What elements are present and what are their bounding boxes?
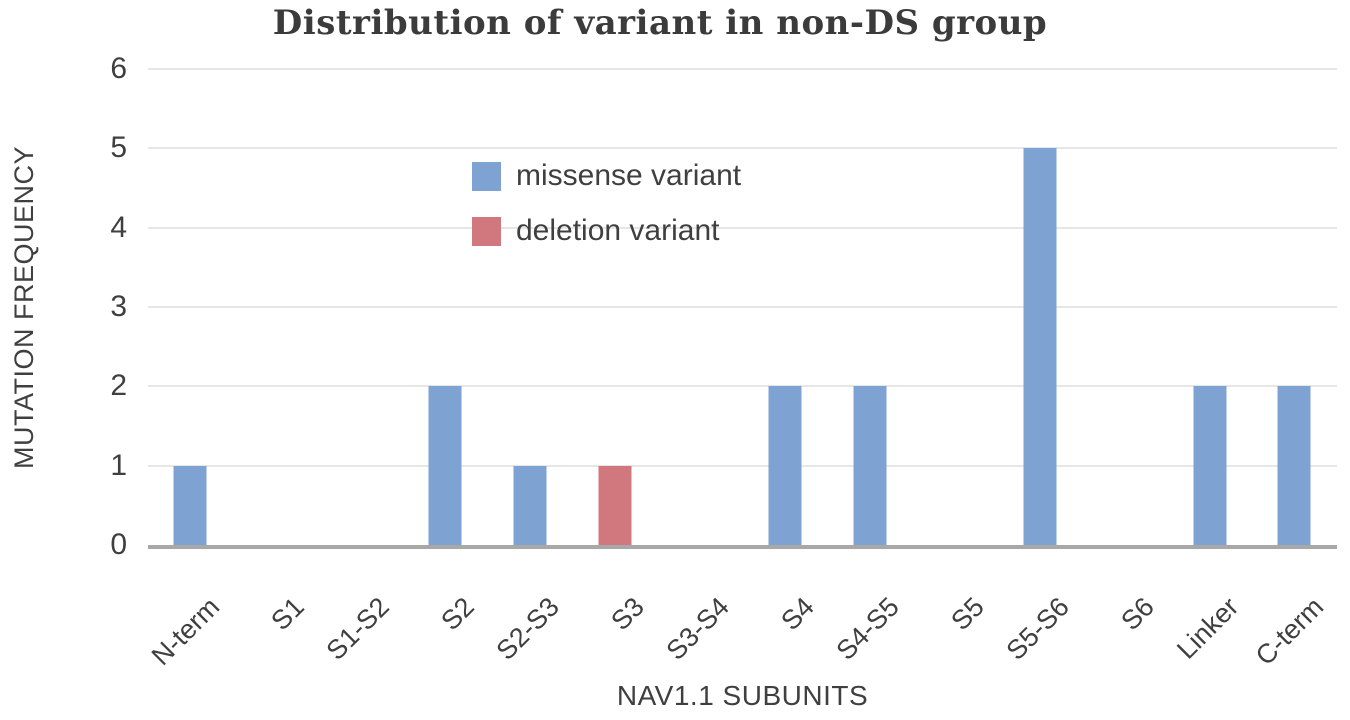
x-tick-slot-s1: S1 [233,551,318,669]
bar-s2 [428,386,462,545]
gridline [148,385,1337,388]
x-tick-slot-s3-s4: S3-S4 [658,551,743,669]
legend-swatch-missense [472,161,501,191]
bar-slot-s4-s5 [827,69,912,545]
x-tick-slot-s2-s3: S2-S3 [488,551,573,669]
x-tick-label: N-term [145,591,226,672]
bar-slot-s3 [573,69,658,545]
bar-slot-s2 [403,69,488,545]
x-tick-label: Linker [1171,591,1245,665]
x-axis-tick-labels: N-term S1 S1-S2 S2 S2-S3 S3 S3-S4 S4 S4-S5 S5 S5-S… [145,551,1337,672]
bar-slot-n-term [148,69,233,545]
x-tick-label: C-term [1249,591,1330,672]
bar-n-term [173,465,207,545]
x-tick-slot-s1-s2: S1-S2 [318,551,403,669]
legend-label-deletion: deletion variant [516,214,720,247]
x-tick-label: S5-S6 [1000,591,1075,666]
x-tick-slot-s5: S5 [912,551,997,669]
y-tick-label: 6 [110,52,127,85]
legend-swatch-deletion [472,216,501,246]
legend: missense variant deletion variant [472,159,741,248]
x-tick-label: S3-S4 [660,591,735,666]
bar-s3 [598,465,632,545]
x-tick-slot-c-term: C-term [1249,551,1337,672]
y-tick-label: 3 [110,290,127,323]
gridline [148,68,1337,70]
y-tick-label: 4 [110,210,127,244]
x-tick-slot-n-term: N-term [145,551,233,672]
bar-slot-s4 [742,69,827,545]
legend-item-missense: missense variant [472,159,741,193]
bar-s5-s6 [1023,148,1057,545]
bar-s2-s3 [513,465,547,545]
bar-slot-s5-s6 [997,69,1082,545]
bar-slot-c-term [1252,69,1337,545]
bar-slot-s5 [912,69,997,545]
y-tick-label: 2 [110,369,127,403]
x-tick-label: S5 [944,591,990,637]
bar-c-term [1277,386,1311,545]
plot-area: missense variant deletion variant 0 1 2 3 4 5… [110,54,1337,560]
chart-title: Distribution of variant in non-DS group [272,3,1048,43]
y-axis-title: MUTATION FREQUENCY [8,145,39,469]
bar-s4-s5 [853,386,887,545]
x-tick-label: S1 [265,591,311,637]
gridline [148,306,1337,308]
legend-item-deletion: deletion variant [472,214,741,248]
y-axis-title-box: MUTATION FREQUENCY [2,69,46,545]
gridline [148,464,1337,467]
x-tick-slot-s4-s5: S4-S5 [827,551,912,669]
x-tick-label: S4 [775,591,820,637]
x-tick-label: S4-S5 [830,591,905,666]
y-tick-label: 5 [110,131,127,165]
bar-slot-s2-s3 [488,69,573,545]
x-tick-label: S6 [1114,591,1160,637]
bar-slot-s1 [233,69,318,545]
x-tick-slot-s5-s6: S5-S6 [997,551,1082,669]
bar-slot-s6 [1082,69,1167,545]
bars-container [148,69,1337,545]
y-tick-label: 1 [110,448,127,482]
x-axis-title: NAV1.1 SUBUNITS [616,680,869,711]
x-tick-slot-s2: S2 [403,551,488,669]
x-tick-slot-s6: S6 [1082,551,1167,669]
gridline [148,226,1337,229]
x-tick-slot-linker: Linker [1167,551,1252,669]
legend-label-missense: missense variant [516,159,742,192]
x-tick-label: S3 [605,591,650,637]
x-tick-label: S2-S3 [490,591,565,666]
bar-slot-s1-s2 [318,69,403,545]
x-tick-label: S2 [435,591,481,637]
x-tick-slot-s4: S4 [742,551,827,669]
x-tick-slot-s3: S3 [573,551,658,669]
x-tick-label: S1-S2 [320,591,396,666]
bar-slot-s3-s4 [658,69,743,545]
bar-s4 [768,386,802,545]
bar-slot-linker [1167,69,1252,545]
y-tick-label: 0 [110,528,127,561]
bar-linker [1193,386,1227,545]
gridline [148,147,1337,150]
